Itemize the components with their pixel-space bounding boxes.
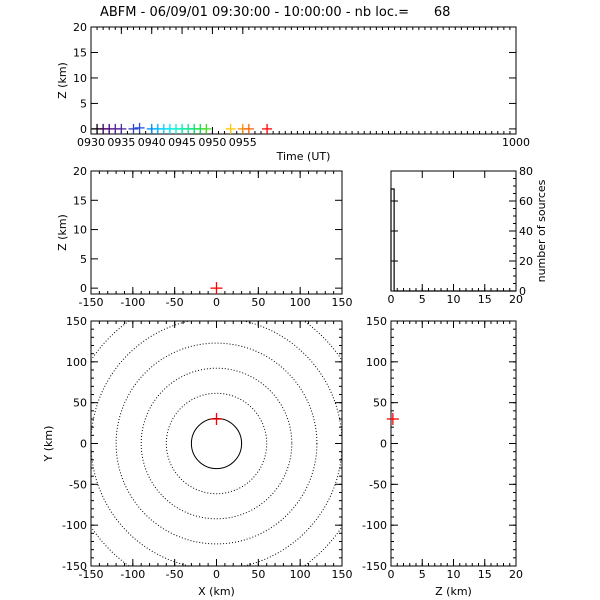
x-tick-label: -50 (166, 568, 184, 581)
plan-view-panel: -150 -100 -50 0 50 100 150 -150 -100 -50 0 50 100 150… (42, 315, 353, 598)
y-axis-label: Z (km) (56, 214, 69, 251)
plot-frame (390, 170, 517, 292)
time-height-panel: 0930 0935 0940 0945 0950 0955 1000 0 5 10 15 20 Time… (56, 21, 530, 163)
x-tick-label: 0 (213, 296, 220, 309)
x-tick-label: 150 (332, 296, 353, 309)
source-marker (225, 123, 236, 134)
range-ring (91, 321, 342, 566)
y-tick-label: 20 (73, 21, 87, 34)
plot-frame (90, 170, 343, 295)
y-tick-label: 50 (373, 397, 387, 410)
range-ring (91, 321, 342, 566)
x-tick-label: 100 (290, 296, 311, 309)
y-tick-label: 0 (80, 282, 87, 295)
source-marker (243, 123, 254, 134)
y-tick-label: -50 (369, 478, 387, 491)
y-tick-label: -150 (362, 560, 387, 573)
source-marker (210, 282, 223, 295)
y-tick-label: -100 (362, 519, 387, 532)
x-axis-label: Z (km) (435, 585, 472, 598)
source-marker (128, 123, 139, 134)
y-axis-label: Z (km) (56, 62, 69, 99)
y-tick-label: 0 (80, 438, 87, 451)
x-tick-label: 0 (388, 293, 395, 306)
x-tick-label: -100 (120, 568, 145, 581)
source-marker (262, 123, 273, 134)
x-tick-label: 0930 (77, 136, 105, 149)
y-tick-label: 100 (366, 356, 387, 369)
source-marker (210, 413, 223, 425)
histogram-bar (390, 188, 516, 292)
y-tick-label: 0 (80, 123, 87, 136)
x-tick-label: 10 (447, 293, 461, 306)
x-height-panel: -150 -100 -50 0 50 100 150 0 5 10 15 20 Z (km) (56, 165, 353, 309)
x-tick-label: 0945 (168, 136, 196, 149)
x-tick-label: 20 (509, 568, 523, 581)
y-tick-label: 10 (73, 224, 87, 237)
x-tick-label: 0935 (107, 136, 135, 149)
x-tick-label: 1000 (502, 136, 530, 149)
x-axis-label: Time (UT) (276, 150, 331, 163)
x-tick-label: 150 (332, 568, 353, 581)
y-tick-label: 50 (73, 397, 87, 410)
figure-title: ABFM - 06/09/01 09:30:00 - 10:00:00 - nb… (100, 5, 450, 20)
x-tick-label: 50 (251, 568, 265, 581)
source-marker (116, 123, 127, 134)
x-axis-label: X (km) (198, 585, 235, 598)
x-tick-label: 0940 (138, 136, 166, 149)
range-ring (115, 342, 318, 545)
x-tick-label: 10 (447, 568, 461, 581)
y-tick-label: 0 (519, 285, 526, 298)
x-tick-label: 0950 (198, 136, 226, 149)
x-tick-label: -50 (166, 296, 184, 309)
x-tick-label: 0 (388, 568, 395, 581)
plot-frame (390, 320, 517, 567)
y-tick-label: 15 (73, 194, 87, 207)
y-tick-label: 5 (80, 97, 87, 110)
range-rings (91, 321, 342, 566)
source-marker (201, 123, 212, 134)
plot-frame (90, 320, 343, 567)
y-tick-label: 60 (519, 195, 533, 208)
y-axis-label: Y (km) (42, 426, 55, 463)
range-ring (165, 392, 268, 495)
x-tick-label: -150 (79, 568, 104, 581)
y-tick-label: 150 (66, 315, 87, 328)
x-tick-label: 20 (509, 293, 523, 306)
x-tick-label: 15 (478, 293, 492, 306)
y-tick-label: -50 (69, 478, 87, 491)
x-tick-label: -150 (79, 296, 104, 309)
x-tick-label: 100 (290, 568, 311, 581)
plot-frame (90, 26, 517, 135)
y-tick-label: 15 (73, 46, 87, 59)
x-tick-label: 5 (419, 568, 426, 581)
y-tick-label: 0 (380, 438, 387, 451)
y-tick-label: 150 (366, 315, 387, 328)
range-ring (140, 367, 293, 520)
x-tick-label: 5 (419, 293, 426, 306)
y-tick-label: 10 (73, 72, 87, 85)
range-ring (190, 417, 243, 470)
source-marker (386, 413, 399, 425)
y-tick-label: 5 (80, 253, 87, 266)
source-marker (134, 122, 145, 133)
y-tick-label: 40 (519, 225, 533, 238)
y-axis-label: number of sources (535, 179, 548, 282)
y-tick-label: -100 (62, 519, 87, 532)
y-tick-label: 80 (519, 165, 533, 178)
x-tick-label: 15 (478, 568, 492, 581)
x-tick-label: -100 (120, 296, 145, 309)
x-tick-label: 0955 (229, 136, 257, 149)
y-tick-label: 20 (519, 255, 533, 268)
y-tick-label: -150 (62, 560, 87, 573)
y-tick-label: 100 (66, 356, 87, 369)
x-tick-label: 50 (251, 296, 265, 309)
x-tick-label: 0 (213, 568, 220, 581)
height-y-panel: 0 5 10 15 20 -150 -100 -50 0 50 100 150 Z (km) (362, 315, 523, 598)
y-tick-label: 20 (73, 165, 87, 178)
